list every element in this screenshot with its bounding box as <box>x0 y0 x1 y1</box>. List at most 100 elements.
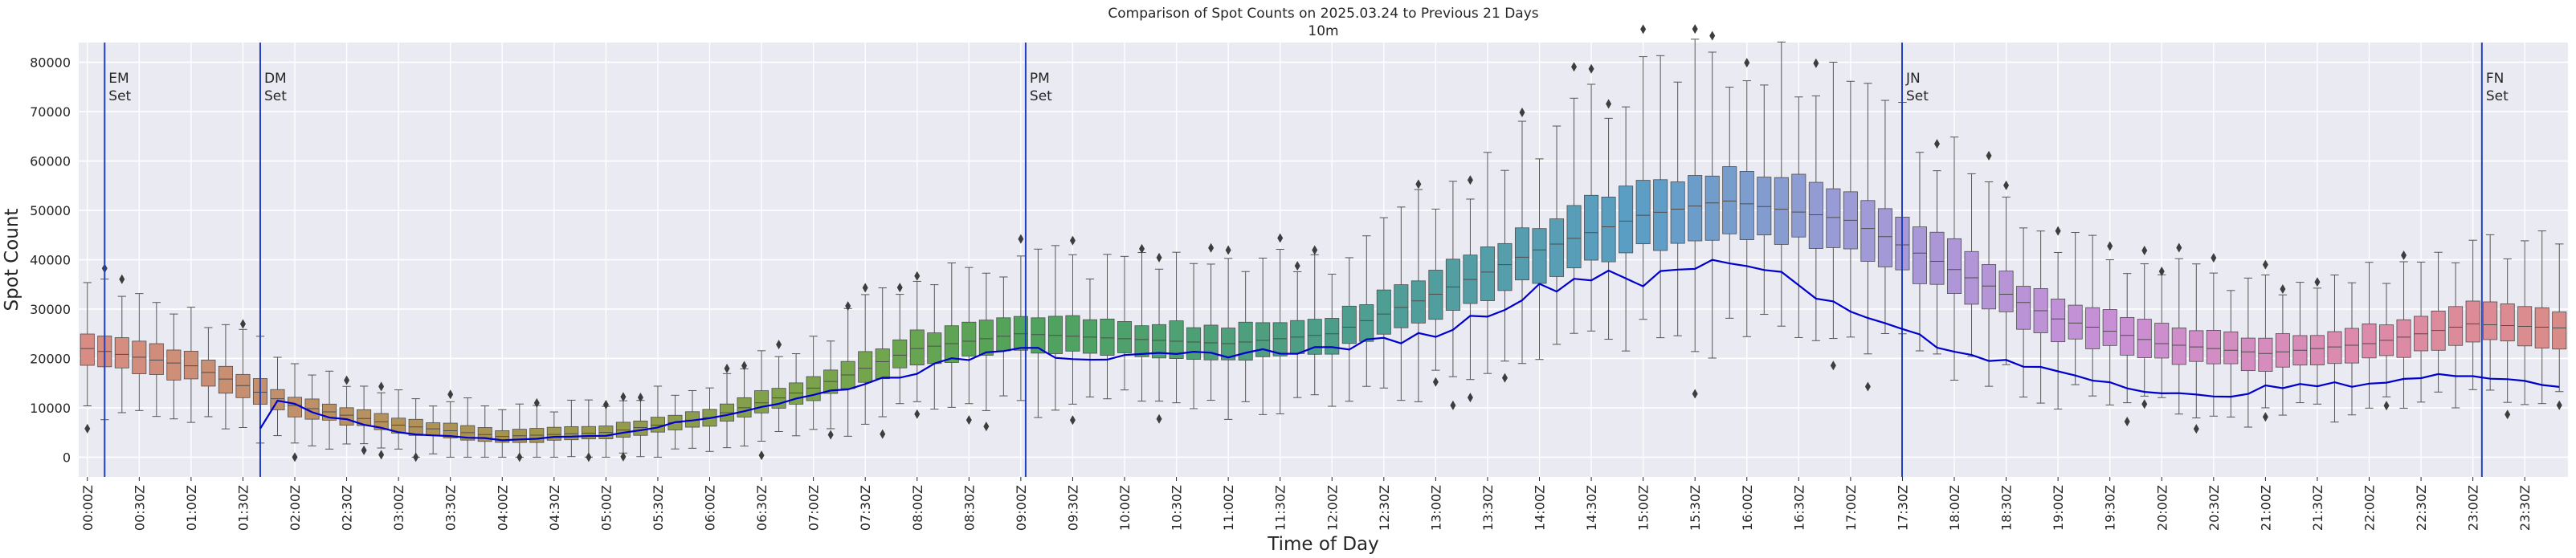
outlier <box>1744 58 1750 68</box>
outlier <box>1312 245 1318 255</box>
x-axis-label: Time of Day <box>1267 534 1379 555</box>
box-59 <box>1100 254 1115 400</box>
x-tick-label: 07:30Z <box>858 485 873 531</box>
outlier <box>119 274 125 284</box>
box-iqr <box>270 389 285 410</box>
box-115 <box>2068 232 2083 385</box>
box-iqr <box>2171 328 2186 365</box>
box-iqr <box>2362 323 2377 359</box>
box-119 <box>2137 246 2152 409</box>
outlier <box>602 399 609 409</box>
box-iqr <box>2102 309 2117 346</box>
box-91 <box>1653 55 1668 339</box>
box-139 <box>2483 234 2498 391</box>
x-tick-label: 14:30Z <box>1584 485 1599 531</box>
box-iqr <box>1808 181 1823 249</box>
outlier <box>1432 377 1439 387</box>
outlier <box>516 452 523 462</box>
outlier <box>1519 107 1525 117</box>
box-iqr <box>1013 316 1028 351</box>
box-117 <box>2102 241 2117 405</box>
box-iqr <box>546 426 561 441</box>
outlier <box>2401 250 2407 260</box>
box-47 <box>892 283 908 405</box>
event-marker-label: JN <box>1905 71 1921 87</box>
box-141 <box>2517 240 2533 405</box>
outlier <box>1225 245 1231 255</box>
box-19 <box>408 398 423 462</box>
box-121 <box>2171 242 2186 415</box>
outlier <box>637 392 643 402</box>
box-67 <box>1238 271 1253 402</box>
box-iqr <box>650 417 665 433</box>
outlier <box>533 397 540 408</box>
y-tick-label: 50000 <box>30 203 71 218</box>
outlier <box>862 283 868 293</box>
box-45 <box>858 283 873 425</box>
box-iqr <box>892 339 908 369</box>
box-iqr <box>2500 303 2515 342</box>
x-tick-label: 16:00Z <box>1740 485 1755 531</box>
box-73 <box>1341 257 1357 402</box>
box-iqr <box>806 376 821 401</box>
box-iqr <box>1394 284 1409 328</box>
x-tick-label: 05:00Z <box>598 485 614 531</box>
box-21 <box>443 389 458 458</box>
current-day-line <box>259 259 2560 442</box>
box-iqr <box>1982 264 1997 310</box>
box-iqr <box>1912 226 1927 284</box>
box-iqr <box>858 351 873 383</box>
outlier <box>239 319 246 329</box>
x-tick-label: 00:00Z <box>80 485 96 531</box>
box-114 <box>2051 226 2066 409</box>
x-axis-ticks: 00:00Z 00:30Z 01:00Z 01:30Z 02:00Z 02:30Z 03:0… <box>80 477 2533 531</box>
x-tick-label: 19:30Z <box>2103 485 2118 531</box>
box-93 <box>1688 24 1703 399</box>
box-iqr <box>1480 246 1495 301</box>
box-112 <box>2016 227 2031 398</box>
box-58 <box>1082 278 1097 397</box>
box-iqr <box>1082 319 1097 354</box>
x-tick-label: 21:30Z <box>2310 485 2325 531</box>
x-tick-label: 08:30Z <box>961 485 977 531</box>
outlier <box>1467 393 1473 403</box>
box-iqr <box>1635 180 1651 245</box>
box-iqr <box>2552 312 2567 350</box>
box-iqr <box>80 333 95 366</box>
outlier <box>1415 179 1422 189</box>
x-tick-label: 09:00Z <box>1014 485 1029 531</box>
box-iqr <box>875 348 890 380</box>
y-tick-label: 40000 <box>30 253 71 268</box>
box-iqr <box>1065 315 1080 352</box>
box-iqr <box>235 373 251 398</box>
x-tick-label: 00:30Z <box>132 485 147 531</box>
outlier <box>983 422 990 432</box>
x-tick-label: 22:30Z <box>2414 485 2429 531</box>
outlier <box>1830 360 1836 371</box>
outlier <box>2193 424 2199 434</box>
box-89 <box>1619 106 1634 352</box>
box-iqr <box>737 397 752 417</box>
x-tick-label: 06:30Z <box>754 485 770 531</box>
box-17 <box>374 381 389 460</box>
box-iqr <box>927 332 942 365</box>
outlier <box>1069 415 1076 426</box>
y-axis-label: Spot Count <box>2 209 22 312</box>
box-iqr <box>1325 318 1340 355</box>
outlier <box>1571 62 1578 72</box>
outlier <box>1986 150 1992 161</box>
box-iqr <box>1688 175 1703 242</box>
outlier <box>2280 284 2286 295</box>
outlier <box>620 392 627 402</box>
outlier <box>896 283 903 293</box>
box-iqr <box>2068 304 2083 340</box>
outlier <box>1208 242 1215 253</box>
box-100 <box>1808 58 1823 341</box>
x-tick-label: 23:30Z <box>2517 485 2533 531</box>
box-iqr <box>2258 337 2273 372</box>
box-iqr <box>201 360 216 387</box>
x-tick-label: 13:30Z <box>1480 485 1496 531</box>
box-4 <box>149 302 164 417</box>
